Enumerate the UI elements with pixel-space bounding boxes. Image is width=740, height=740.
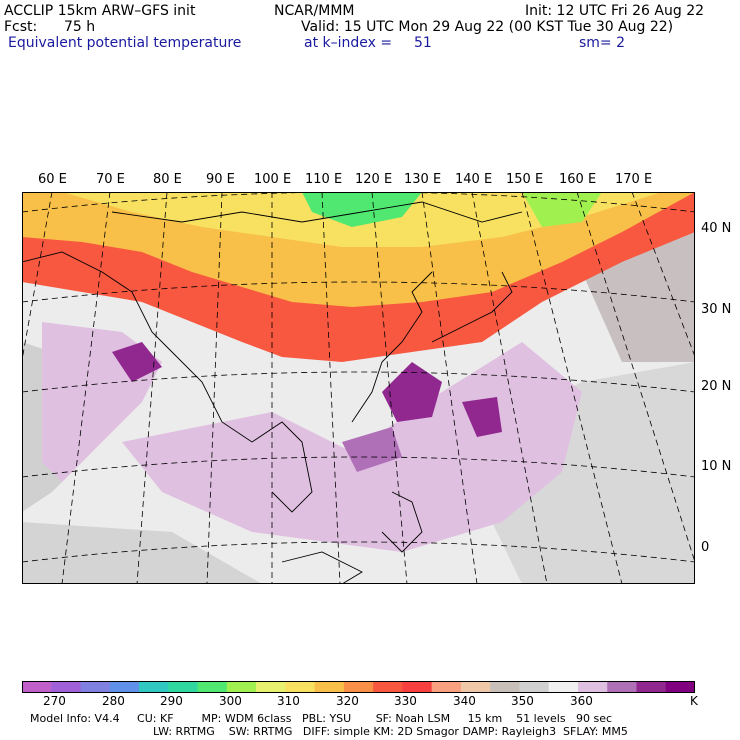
- colorbar-segment: [256, 681, 286, 693]
- colorbar-tick: 280: [102, 694, 125, 708]
- colorbar-segment: [139, 681, 169, 693]
- lon-label: 80 E: [153, 172, 182, 187]
- border: [111, 201, 523, 223]
- lon-label: 120 E: [355, 172, 393, 187]
- high-theta-core: [382, 362, 442, 422]
- colorbar-segment: [490, 681, 520, 693]
- colorbar-tick: 340: [453, 694, 476, 708]
- lat-label: 40 N: [701, 221, 732, 236]
- colorbar-segment: [80, 681, 111, 693]
- lat-line: [22, 456, 695, 478]
- colorbar-segment: [636, 681, 667, 693]
- lon-line: [61, 192, 111, 584]
- lat-line: [22, 371, 695, 393]
- colorbar-tick: 330: [394, 694, 417, 708]
- lon-label: 90 E: [206, 172, 235, 187]
- lon-line: [576, 192, 695, 564]
- colorbar-segment: [373, 681, 403, 693]
- lon-line: [136, 192, 168, 584]
- lat-line: [22, 281, 695, 303]
- colorbar-segment: [343, 681, 374, 693]
- colorbar-tick: 270: [43, 694, 66, 708]
- field-name: Equivalent potential temperature: [8, 35, 242, 51]
- coastlines: [22, 201, 523, 584]
- lat-label: 30 N: [701, 302, 732, 317]
- colorbar: [22, 681, 695, 693]
- forecast-label: Fcst:: [4, 19, 38, 35]
- model-info-line-1: Model Info: V4.4 CU: KF MP: WDM 6class P…: [30, 712, 613, 725]
- colorbar-unit: K: [690, 694, 698, 708]
- colorbar-tick: 290: [160, 694, 183, 708]
- colorbar-segment: [285, 681, 316, 693]
- high-theta-core: [342, 427, 402, 472]
- level-label: at k–index =: [304, 35, 393, 51]
- colorbar-segment: [548, 681, 579, 693]
- center-label: NCAR/MMM: [274, 3, 355, 19]
- lon-label: 150 E: [506, 172, 544, 187]
- colorbar-segment: [168, 681, 199, 693]
- smoothing-label: sm= 2: [579, 35, 626, 51]
- lon-label: 60 E: [38, 172, 67, 187]
- lon-label: 110 E: [305, 172, 343, 187]
- colorbar-segment: [314, 681, 345, 693]
- colorbar-segment: [402, 681, 433, 693]
- colorbar-tick: 320: [336, 694, 359, 708]
- coastline: [22, 251, 313, 513]
- colorbar-segment: [519, 681, 550, 693]
- colorbar-frame: [22, 681, 695, 693]
- coastline: [431, 271, 513, 343]
- theta-e-map: [22, 192, 695, 584]
- lon-label: 130 E: [404, 172, 442, 187]
- lon-label: 100 E: [254, 172, 292, 187]
- colorbar-segment: [51, 681, 82, 693]
- high-theta-core: [112, 342, 162, 382]
- lat-line: [22, 192, 695, 213]
- colorbar-segment: [22, 681, 52, 693]
- colorbar-segment: [431, 681, 462, 693]
- lon-line: [421, 192, 478, 584]
- level-value: 51: [414, 35, 432, 51]
- lat-label: 0: [701, 540, 710, 555]
- lon-label: 140 E: [455, 172, 493, 187]
- coastline: [381, 491, 423, 553]
- lon-line: [206, 192, 223, 584]
- grey-region: [22, 522, 262, 584]
- lon-line: [371, 192, 408, 584]
- model-title: ACCLIP 15km ARW–GFS init: [4, 3, 196, 19]
- colorbar-segment: [109, 681, 140, 693]
- init-time: Init: 12 UTC Fri 26 Aug 22: [525, 3, 705, 19]
- coastline: [281, 551, 363, 584]
- coastline: [351, 271, 433, 423]
- lat-label: 10 N: [701, 459, 732, 474]
- cold-region: [302, 192, 422, 227]
- model-info-line-2: LW: RRTMG SW: RRTMG DIFF: simple KM: 2D …: [153, 725, 628, 738]
- colorbar-segment: [460, 681, 491, 693]
- lon-line: [321, 192, 341, 584]
- colorbar-segment: [577, 681, 608, 693]
- graticule: [22, 192, 695, 584]
- valid-time: Valid: 15 UTC Mon 29 Aug 22 (00 KST Tue …: [301, 19, 674, 35]
- lat-label: 20 N: [701, 379, 732, 394]
- lon-label: 70 E: [96, 172, 125, 187]
- lon-label: 170 E: [615, 172, 653, 187]
- lon-line: [521, 192, 623, 584]
- colorbar-segment: [665, 681, 695, 693]
- colorbar-segment: [226, 681, 257, 693]
- lon-line: [471, 192, 548, 584]
- map-frame: [22, 192, 695, 584]
- colorbar-tick: 350: [511, 694, 534, 708]
- high-theta-core: [462, 397, 502, 437]
- lon-label: 160 E: [559, 172, 597, 187]
- colorbar-tick: 300: [219, 694, 242, 708]
- colorbar-tick: 360: [570, 694, 593, 708]
- moist-region: [122, 342, 582, 552]
- colorbar-segment: [607, 681, 637, 693]
- colorbar-tick: 310: [277, 694, 300, 708]
- lat-line: [22, 541, 695, 563]
- forecast-hour: 75 h: [64, 19, 96, 35]
- colorbar-segment: [197, 681, 228, 693]
